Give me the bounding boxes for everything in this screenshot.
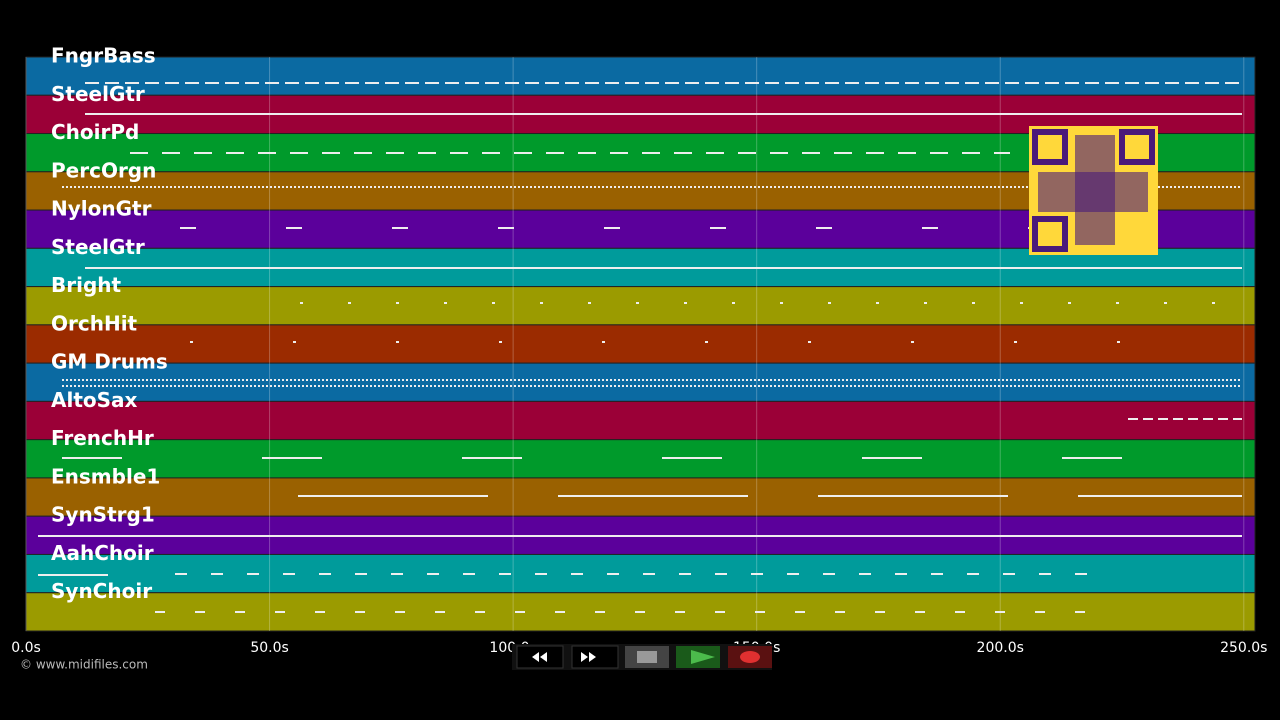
x-tick-label: 250.0s	[1220, 640, 1267, 656]
track-band	[25, 477, 1256, 517]
qr-code	[1029, 126, 1158, 255]
x-tick-label: 50.0s	[250, 640, 288, 656]
track-band	[25, 439, 1256, 479]
track-band	[25, 592, 1256, 632]
qr-finder	[1032, 129, 1068, 165]
track-label: SynChoir	[51, 579, 152, 603]
track-label: AahChoir	[51, 541, 154, 565]
track-band	[25, 286, 1256, 326]
stop-icon	[637, 651, 657, 663]
track-label: SynStrg1	[51, 503, 155, 527]
transport-controls	[512, 644, 772, 670]
track-band	[25, 553, 1256, 594]
track-label: GM Drums	[51, 350, 168, 374]
play-icon	[691, 650, 715, 664]
track-label: OrchHit	[51, 311, 138, 335]
qr-finder	[1119, 129, 1155, 165]
track-label: ChoirPd	[51, 120, 139, 144]
x-tick-label: 200.0s	[977, 640, 1024, 656]
watermark: © www.midifiles.com	[20, 658, 148, 672]
track-label: FngrBass	[51, 44, 156, 68]
track-label: NylonGtr	[51, 197, 152, 221]
x-tick-label: 0.0s	[11, 640, 41, 656]
qr-modules	[1038, 172, 1148, 212]
record-icon	[740, 651, 760, 663]
track-label: PercOrgn	[51, 158, 156, 182]
track-label: FrenchHr	[51, 426, 154, 450]
track-label: SteelGtr	[51, 235, 145, 259]
rewind-icon	[532, 652, 547, 662]
track-label: Bright	[51, 273, 122, 297]
track-label: AltoSax	[51, 388, 138, 412]
track-band	[25, 56, 1256, 96]
track-band	[25, 400, 1256, 441]
track-label: SteelGtr	[51, 82, 145, 106]
notes	[38, 82, 1242, 613]
track-band	[25, 324, 1256, 364]
track-labels: FngrBass SteelGtr ChoirPd PercOrgn NylonGtr S…	[51, 44, 168, 604]
track-label: Ensmble1	[51, 464, 160, 488]
fast-forward-icon	[581, 652, 596, 662]
qr-finder	[1032, 216, 1068, 252]
track-band	[25, 362, 1256, 402]
